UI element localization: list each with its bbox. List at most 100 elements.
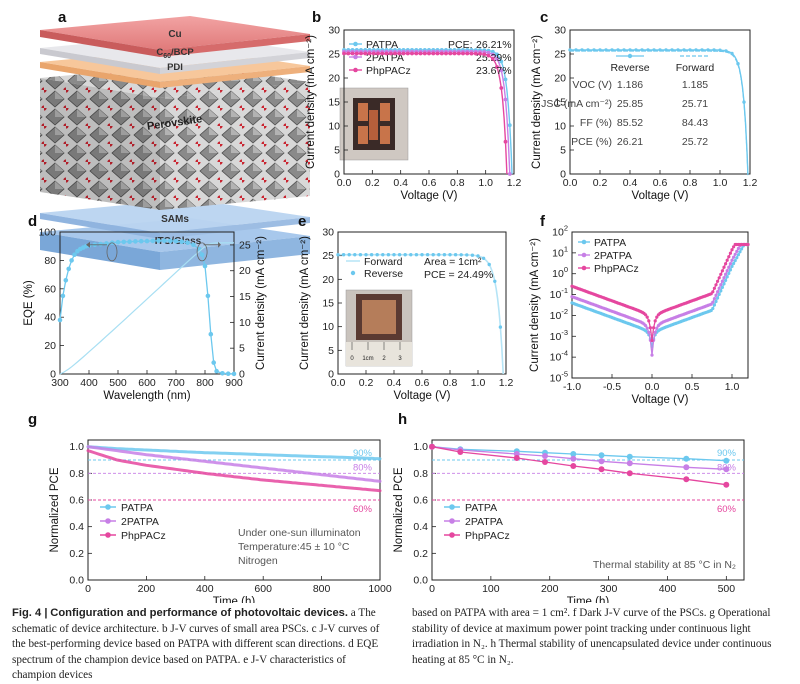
y-tick-label-log: 10-5 <box>550 370 568 385</box>
jv-point-reverse <box>652 48 656 52</box>
dark-jv-point-PATPA <box>727 271 731 275</box>
legend-pce-header: PCE: <box>448 39 473 51</box>
y2-tick-label: 15 <box>239 291 251 303</box>
y-tick-label-log: 10-1 <box>550 286 568 301</box>
eqe-point <box>144 238 150 244</box>
jv-point-PhpPACz <box>405 51 410 56</box>
x-tick-label: 0.2 <box>365 177 380 189</box>
legend-label-2PATPA: 2PATPA <box>465 516 503 528</box>
dark-jv-point-PhpPACz <box>644 313 648 317</box>
dark-jv-point-2PATPA <box>735 249 739 253</box>
stability-point-PATPA <box>626 453 633 460</box>
legend-label-PhpPACz: PhpPACz <box>465 530 510 542</box>
stability-line-PhpPACz <box>431 446 727 486</box>
jv-point-reverse <box>369 253 374 257</box>
dark-jv-point-2PATPA <box>647 330 651 334</box>
jv-point-reverse <box>568 48 572 52</box>
jv-point-PhpPACz <box>495 65 499 69</box>
jv-point-reverse <box>724 49 728 53</box>
y-tick-label: 60 <box>44 283 56 295</box>
dark-jv-point-2PATPA <box>655 326 659 330</box>
jv-point-PATPA <box>507 123 512 128</box>
arrow-right-head <box>218 241 221 248</box>
dark-jv-point-PhpPACz <box>724 262 728 266</box>
x-tick-label: 1.0 <box>725 381 740 393</box>
dark-jv-point-PATPA <box>717 292 721 296</box>
legend-label-forward: Forward <box>364 256 403 268</box>
x-tick-label: 500 <box>718 583 736 595</box>
y-tick-label: 1.0 <box>413 441 428 453</box>
y-tick-label: 5 <box>334 145 340 157</box>
dark-jv-point-PhpPACz <box>722 265 726 269</box>
layer-perovskite <box>40 78 160 210</box>
eqe-point <box>205 293 211 299</box>
jv-line-reverse <box>570 49 749 175</box>
y-tick-label: 0.4 <box>413 521 428 533</box>
y-tick-label: 0.2 <box>413 548 428 560</box>
x-tick-label: 0 <box>429 583 435 595</box>
dark-jv-point-PATPA <box>735 256 739 260</box>
jv-point-PhpPACz <box>439 51 444 56</box>
stability-point-PhpPACz <box>683 476 690 483</box>
panel-d-eqe: d 300 400 500 600 700 800 900020406080100Wavel… <box>23 213 267 402</box>
caption-right-text: based on PATPA with area = 1 cm². f Dark… <box>412 607 772 666</box>
dark-jv-point-PhpPACz <box>712 286 717 290</box>
jv-point-PATPA <box>495 52 499 57</box>
dark-jv-point-2PATPA <box>720 279 725 283</box>
stability-point-PhpPACz <box>457 449 464 455</box>
x-tick-label: 300 <box>600 583 618 595</box>
legend-label-reverse: Reverse <box>610 62 649 74</box>
stability-point-2PATPA <box>542 453 548 459</box>
panel-h-thermal-stability: h 0 100 200 300 400 500 0.0 0.2 0.4 0.6 0.8 1.0 Time… <box>393 411 745 603</box>
jv-point-reverse <box>336 253 340 257</box>
x-tick-label: 1000 <box>368 583 392 595</box>
y2-tick-label: 0 <box>239 369 245 381</box>
y-axis-label: Current density (mA cm⁻²) <box>305 35 317 169</box>
eqe-point <box>156 238 161 244</box>
jv-point-reverse <box>442 253 447 257</box>
stability-point-PhpPACz <box>723 481 730 488</box>
reference-label: 90% <box>717 448 737 459</box>
x-tick-label: 0.2 <box>359 377 374 389</box>
x-tick-label: 0.6 <box>422 177 437 189</box>
x-axis-label: Voltage (V) <box>632 394 689 406</box>
jv-point-reverse <box>465 253 469 257</box>
legend-marker-PATPA <box>353 41 358 47</box>
jv-line-2PATPA <box>344 50 511 175</box>
legend-marker-PhpPACz <box>449 532 455 538</box>
x-tick-label: 0.2 <box>593 177 608 189</box>
y-tick-label: 20 <box>554 73 566 85</box>
y-tick-label: 15 <box>328 97 340 109</box>
legend-label-2PATPA: 2PATPA <box>121 516 159 528</box>
annotation-area: Area = 1cm² <box>424 256 482 268</box>
dark-jv-point-PhpPACz <box>746 242 750 247</box>
eqe-point <box>225 371 231 377</box>
y-tick-label-log: 101 <box>552 244 568 259</box>
inset-photo-b <box>339 87 409 161</box>
jv-point-2PATPA <box>490 52 495 57</box>
plot-frame <box>571 231 749 379</box>
dark-jv-point-2PATPA <box>653 330 657 334</box>
y-axis-label: Current density (mA cm⁻²) <box>529 238 541 372</box>
x-tick-label: 0.5 <box>685 381 700 393</box>
jv-point-reverse <box>616 48 620 52</box>
dark-jv-point-2PATPA <box>711 300 715 304</box>
stability-point-2PATPA <box>723 466 730 473</box>
eqe-point <box>66 266 71 272</box>
x-axis-label: Voltage (V) <box>394 390 451 402</box>
jv-point-reverse <box>604 48 608 52</box>
jv-point-2PATPA <box>495 57 499 61</box>
jv-point-PhpPACz <box>414 51 419 56</box>
y-tick-label: 25 <box>328 49 340 61</box>
dark-jv-point-PhpPACz <box>719 272 723 276</box>
legend-marker-reverse <box>350 270 356 276</box>
legend-label-PATPA: PATPA <box>121 502 153 514</box>
x-tick-label: 0.4 <box>623 177 638 189</box>
y-axis-label: Normalized PCE <box>393 467 405 552</box>
dark-jv-point-PATPA <box>722 282 726 286</box>
jv-point-PhpPACz <box>431 51 436 56</box>
y-tick-label-log: 10-4 <box>550 349 568 364</box>
jv-point-reverse <box>706 48 710 52</box>
stability-point-PhpPACz <box>598 466 605 473</box>
y-tick-label: 10 <box>328 121 340 133</box>
